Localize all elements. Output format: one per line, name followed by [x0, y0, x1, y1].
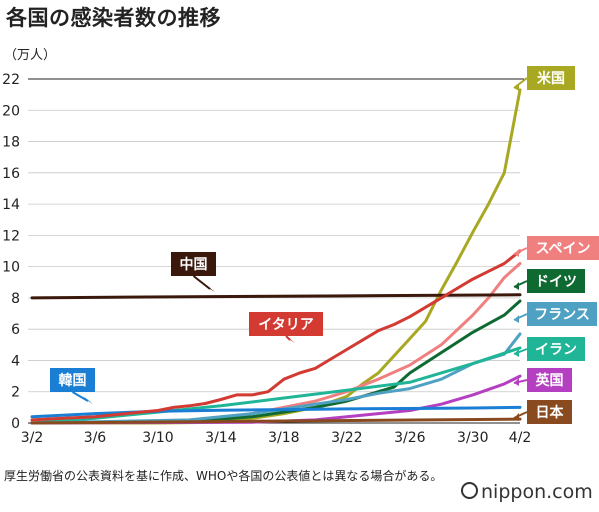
- grid-lines: [28, 78, 524, 424]
- x-tick-label-3-18: 3/18: [268, 430, 299, 446]
- series-label-7: 韓国: [59, 372, 87, 389]
- series-label-6: 日本: [536, 404, 565, 421]
- label-pointer-1: [514, 249, 519, 257]
- series-label-badge-9: [249, 312, 323, 336]
- label-pointer-0: [514, 83, 519, 91]
- y-tick-label-4: 4: [11, 353, 20, 369]
- series-label-badge-6: [527, 400, 572, 424]
- series-line-4: [30, 346, 522, 425]
- series-label-0: 米国: [537, 70, 565, 87]
- series-lines: [30, 88, 522, 425]
- y-tick-label-16: 16: [2, 166, 20, 182]
- series-label-3: フランス: [534, 307, 590, 323]
- series-line-8: [30, 293, 522, 300]
- y-tick-label-10: 10: [2, 260, 20, 276]
- label-pointer-8: [205, 284, 215, 292]
- label-connector-7: [71, 391, 89, 402]
- y-tick-label-18: 18: [2, 135, 20, 151]
- series-label-badge-0: [527, 66, 575, 90]
- brand-logo: nippon.com: [461, 481, 593, 503]
- series-label-badge-7: [50, 368, 95, 392]
- series-label-badge-4: [527, 337, 585, 361]
- series-label-2: ドイツ: [535, 274, 577, 290]
- series-line-9: [30, 249, 522, 422]
- y-tick-label-8: 8: [11, 291, 20, 307]
- x-tick-label-3-22: 3/22: [331, 430, 362, 446]
- series-label-4: イラン: [535, 342, 577, 358]
- series-line-7: [30, 405, 522, 419]
- x-tick-label-3-10: 3/10: [142, 430, 173, 446]
- y-tick-label-0: 0: [11, 416, 20, 432]
- series-label-1: スペイン: [535, 241, 590, 257]
- brand-name: nippon.com: [481, 481, 593, 503]
- label-connector-8: [192, 275, 211, 290]
- series-label-badge-1: [527, 236, 599, 260]
- series-label-8: 中国: [180, 256, 208, 273]
- series-line-2: [30, 299, 522, 425]
- series-label-5: 英国: [535, 372, 564, 389]
- x-tick-label-3-14: 3/14: [205, 430, 237, 446]
- series-label-9: イタリア: [258, 317, 313, 333]
- y-tick-label-20: 20: [2, 103, 20, 119]
- label-pointer-5: [514, 378, 519, 386]
- label-pointer-2: [514, 282, 519, 290]
- y-axis-ticks: 0 2 4 6 8 10 12 14 16 18 20 22: [2, 72, 20, 432]
- series-label-badge-5: [527, 368, 572, 392]
- x-tick-label-3-2: 3/2: [21, 430, 44, 446]
- y-tick-label-6: 6: [11, 322, 20, 338]
- y-tick-label-14: 14: [2, 197, 20, 213]
- y-tick-label-2: 2: [11, 385, 20, 401]
- series-label-badge-2: [527, 269, 585, 293]
- label-pointer-6: [514, 413, 519, 421]
- y-tick-label-12: 12: [2, 228, 20, 244]
- series-label-badge-3: [527, 302, 597, 326]
- y-tick-label-22: 22: [2, 72, 20, 88]
- chart-title: 各国の感染者数の推移: [6, 6, 221, 30]
- x-tick-label-3-26: 3/26: [394, 430, 426, 446]
- label-pointer-3: [514, 315, 519, 323]
- label-pointer-4: [514, 349, 519, 357]
- x-tick-label-3-6: 3/6: [84, 430, 107, 446]
- x-axis-ticks: 3/2 3/6 3/10 3/14 3/18 3/22 3/26 3/30 4/2: [21, 430, 532, 446]
- series-line-6: [30, 417, 522, 425]
- series-line-0: [30, 88, 522, 425]
- label-pointer-7: [83, 396, 93, 404]
- label-pointer-9: [285, 335, 295, 343]
- x-tick-label-4-2: 4/2: [509, 430, 532, 446]
- globe-icon: [461, 482, 478, 499]
- series-label-badge-8: [171, 252, 216, 276]
- x-tick-label-3-30: 3/30: [457, 430, 488, 446]
- y-axis-unit-label: （万人）: [4, 48, 57, 63]
- source-footnote: 厚生労働省の公表資料を基に作成、WHOや各国の公表値とは異なる場合がある。: [4, 469, 443, 483]
